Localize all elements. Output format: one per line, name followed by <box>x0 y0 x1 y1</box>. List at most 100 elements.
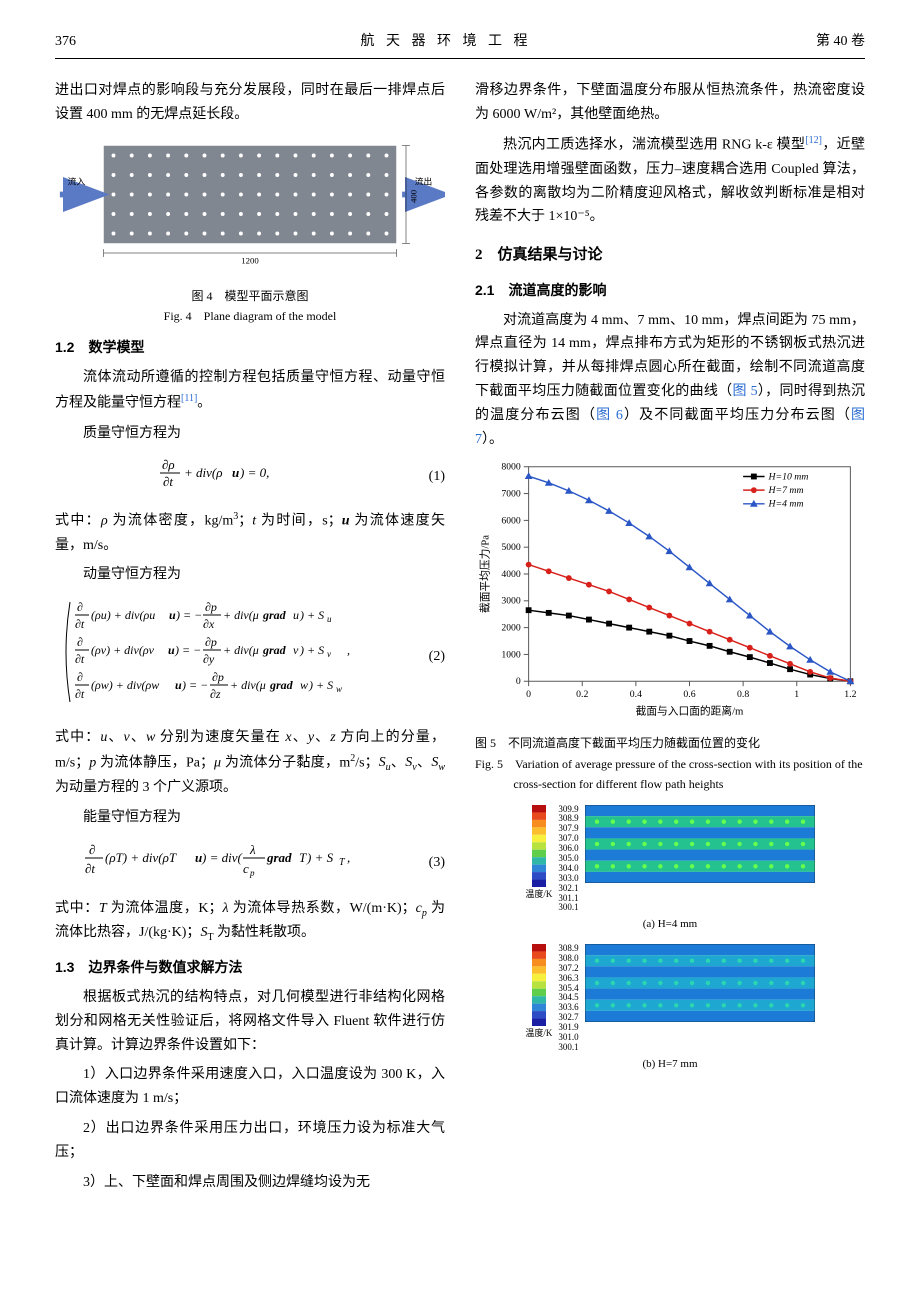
equation-3: ∂∂t (ρT) + div(ρTu) = div( λcp gradT) + … <box>55 840 445 887</box>
eq3-num: (3) <box>415 851 445 875</box>
issue-label: 第 40 卷 <box>816 30 865 54</box>
svg-text:w: w <box>300 678 308 692</box>
left-column: 进出口对焊点的影响段与充分发展段，同时在最后一排焊点后设置 400 mm 的无焊… <box>55 79 445 1201</box>
svg-text:grad: grad <box>269 678 294 692</box>
svg-text:截面平均压力/Pa: 截面平均压力/Pa <box>479 535 492 613</box>
fig5-caption-en: Fig. 5 Variation of average pressure of … <box>475 754 865 795</box>
svg-text:+ div(μ: + div(μ <box>230 678 266 692</box>
svg-text:) + S: ) + S <box>299 643 324 657</box>
svg-text:u: u <box>293 608 299 622</box>
ref-11[interactable]: [11] <box>181 393 197 404</box>
svg-text:) + S: ) + S <box>308 678 333 692</box>
svg-text:T: T <box>339 857 346 868</box>
svg-text:∂: ∂ <box>77 635 83 649</box>
svg-text:,: , <box>347 643 350 657</box>
svg-text:u: u <box>169 608 176 622</box>
section-1-2-title: 1.2 数学模型 <box>55 336 445 360</box>
svg-text:u: u <box>232 465 239 480</box>
svg-text:) + S: ) + S <box>299 608 324 622</box>
svg-text:400: 400 <box>409 190 419 204</box>
figure-4: 流入 流出 1200 400 图 4 模型平面示意图 Fig. 4 Plane … <box>55 136 445 326</box>
svg-text:H=4 mm: H=4 mm <box>767 499 803 510</box>
page-header: 376 航 天 器 环 境 工 程 第 40 卷 <box>55 30 865 59</box>
svg-text:8000: 8000 <box>501 462 521 473</box>
svg-text:v: v <box>293 643 299 657</box>
svg-text:c: c <box>243 861 249 876</box>
svg-text:w: w <box>336 684 342 694</box>
figure-6b: 温度/K 308.9308.0307.2306.3305.4304.5303.6… <box>475 944 865 1073</box>
svg-text:+ div(μ: + div(μ <box>223 643 259 657</box>
svg-text:5000: 5000 <box>501 542 521 553</box>
svg-text:∂t: ∂t <box>163 474 173 489</box>
svg-text:∂: ∂ <box>77 670 83 684</box>
svg-text:1.2: 1.2 <box>844 689 856 700</box>
figure-5-chart: 00.20.40.60.811.201000200030004000500060… <box>475 457 865 729</box>
right-p2: 热沉内工质选择水，湍流模型选用 RNG k-ε 模型[12]，近壁面处理选用增强… <box>475 132 865 229</box>
sec13-p1: 根据板式热沉的结构特点，对几何模型进行非结构化网格划分和网格无关性验证后，将网格… <box>55 986 445 1057</box>
momentum-eq-label: 动量守恒方程为 <box>55 563 445 587</box>
svg-text:p: p <box>249 868 255 878</box>
svg-text:) = −: ) = − <box>174 643 201 657</box>
svg-text:grad: grad <box>262 608 287 622</box>
svg-text:) = 0,: ) = 0, <box>239 465 269 480</box>
svg-text:∂ρ: ∂ρ <box>162 457 175 472</box>
svg-text:grad: grad <box>262 643 287 657</box>
svg-text:) = −: ) = − <box>175 608 202 622</box>
figure-6-link[interactable]: 图 6 <box>596 408 623 423</box>
ref-12[interactable]: [12] <box>805 135 822 146</box>
svg-text:∂p: ∂p <box>205 600 217 614</box>
svg-text:) = div(: ) = div( <box>201 850 242 865</box>
svg-text:∂x: ∂x <box>203 617 215 631</box>
eq3-after: 式中：T 为流体温度，K；λ 为流体导热系数，W/(m·K)；cp 为流体比热容… <box>55 897 445 947</box>
fig4-caption-cn: 图 4 模型平面示意图 <box>55 286 445 306</box>
svg-text:∂: ∂ <box>77 600 83 614</box>
svg-text:+ div(μ: + div(μ <box>223 608 259 622</box>
svg-text:0.6: 0.6 <box>683 689 695 700</box>
sec12-p1: 流体流动所遵循的控制方程包括质量守恒方程、动量守恒方程及能量守恒方程[11]。 <box>55 366 445 415</box>
svg-text:) = −: ) = − <box>181 678 208 692</box>
svg-text:2000: 2000 <box>501 623 521 634</box>
page-number: 376 <box>55 30 76 54</box>
svg-text:4000: 4000 <box>501 569 521 580</box>
sec13-p4: 3）上、下壁面和焊点周围及侧边焊缝均设为无 <box>55 1171 445 1195</box>
svg-text:∂p: ∂p <box>212 670 224 684</box>
svg-text:(ρv) + div(ρv: (ρv) + div(ρv <box>91 643 155 657</box>
svg-text:6000: 6000 <box>501 516 521 527</box>
svg-text:3000: 3000 <box>501 596 521 607</box>
fig4-caption-en: Fig. 4 Plane diagram of the model <box>55 306 445 326</box>
svg-text:(ρT) + div(ρT: (ρT) + div(ρT <box>105 850 177 865</box>
svg-text:v: v <box>327 649 331 659</box>
svg-text:7000: 7000 <box>501 489 521 500</box>
svg-text:0: 0 <box>526 689 531 700</box>
svg-text:∂p: ∂p <box>205 635 217 649</box>
svg-text:∂y: ∂y <box>203 652 215 666</box>
svg-text:1: 1 <box>794 689 799 700</box>
svg-text:T: T <box>299 850 307 865</box>
svg-text:H=7 mm: H=7 mm <box>767 485 803 496</box>
svg-text:流入: 流入 <box>68 176 86 187</box>
eq1-after: 式中：ρ 为流体密度，kg/m3；t 为时间，s；u 为流体速度矢量，m/s。 <box>55 508 445 557</box>
figure-6a: 温度/K 309.9308.9307.9307.0306.0305.0304.0… <box>475 805 865 934</box>
journal-title: 航 天 器 环 境 工 程 <box>361 30 532 54</box>
svg-text:∂: ∂ <box>89 842 95 857</box>
svg-text:,: , <box>347 850 350 865</box>
energy-eq-label: 能量守恒方程为 <box>55 806 445 830</box>
section-2-1-title: 2.1 流道高度的影响 <box>475 279 865 303</box>
right-p1: 滑移边界条件，下壁面温度分布服从恒热流条件，热流密度设为 6000 W/m²，其… <box>475 79 865 127</box>
right-column: 滑移边界条件，下壁面温度分布服从恒热流条件，热流密度设为 6000 W/m²，其… <box>475 79 865 1201</box>
mass-eq-label: 质量守恒方程为 <box>55 422 445 446</box>
svg-text:u: u <box>168 643 175 657</box>
eq1-num: (1) <box>415 465 445 489</box>
intro-paragraph: 进出口对焊点的影响段与充分发展段，同时在最后一排焊点后设置 400 mm 的无焊… <box>55 79 445 127</box>
svg-text:u: u <box>175 678 182 692</box>
figure-5-link[interactable]: 图 5 <box>732 384 757 399</box>
fig5-caption-cn: 图 5 不同流道高度下截面平均压力随截面位置的变化 <box>475 733 865 753</box>
svg-text:∂t: ∂t <box>75 652 85 666</box>
svg-text:(ρu) + div(ρu: (ρu) + div(ρu <box>91 608 155 622</box>
svg-text:(ρw) + div(ρw: (ρw) + div(ρw <box>91 678 159 692</box>
section-1-3-title: 1.3 边界条件与数值求解方法 <box>55 956 445 980</box>
sec13-p3: 2）出口边界条件采用压力出口，环境压力设为标准大气压； <box>55 1117 445 1165</box>
svg-text:0.4: 0.4 <box>630 689 642 700</box>
svg-text:截面与入口面的距离/m: 截面与入口面的距离/m <box>636 705 744 718</box>
section-2-title: 2 仿真结果与讨论 <box>475 243 865 269</box>
